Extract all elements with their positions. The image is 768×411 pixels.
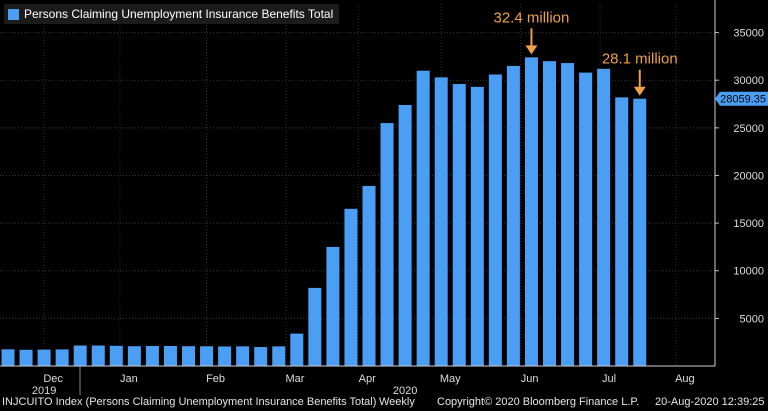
bar	[597, 68, 611, 367]
x-tick-label: Jun	[521, 373, 539, 385]
gridlines	[0, 4, 715, 366]
legend-swatch	[8, 8, 19, 20]
bar	[615, 97, 629, 366]
bar	[326, 246, 340, 366]
y-tick-label: 25000	[733, 123, 764, 135]
y-tick-label: 20000	[733, 170, 764, 182]
bar	[452, 84, 466, 366]
bar	[127, 346, 141, 366]
y-tick-label: 5000	[740, 313, 764, 325]
bar	[543, 61, 556, 366]
y-tick-label: 30000	[733, 75, 764, 87]
bar	[506, 65, 520, 366]
bar	[73, 345, 87, 366]
x-tick-label: Dec	[43, 373, 63, 385]
bar	[236, 346, 250, 366]
bar	[362, 185, 376, 366]
annotations: 32.4 million 28.1 million	[494, 9, 678, 96]
bar	[524, 57, 538, 366]
x-year-label: 2020	[393, 385, 417, 395]
bar	[218, 346, 232, 366]
bar	[182, 346, 195, 366]
y-tick-label: 35000	[733, 28, 764, 40]
bar	[633, 98, 647, 367]
bar	[109, 345, 123, 366]
footer-timestamp: 20-Aug-2020 12:39:25	[655, 396, 765, 408]
bar	[1, 349, 15, 366]
bar	[579, 72, 593, 366]
bar	[488, 74, 502, 366]
bar	[163, 345, 177, 366]
bar	[308, 287, 322, 366]
footer-index: INJCUITO Index (Persons Claiming Unemplo…	[2, 396, 377, 408]
axes: 5000 10000 15000 20000 25000 30000 35000 Dec Jan…	[0, 0, 768, 395]
footer-frequency: Weekly	[379, 396, 415, 408]
bar	[290, 333, 304, 366]
x-year-label: 2019	[32, 385, 56, 395]
annotation-label: 28.1 million	[602, 51, 678, 68]
bar	[91, 345, 105, 366]
bar	[380, 123, 394, 366]
bar	[55, 349, 69, 366]
annotation-label: 32.4 million	[494, 9, 570, 26]
bar	[145, 345, 159, 366]
bar	[434, 77, 448, 366]
chart: 5000 10000 15000 20000 25000 30000 35000 Dec Jan…	[0, 0, 768, 395]
annotation-arrowhead	[525, 45, 538, 55]
annotation-arrowhead	[633, 86, 646, 96]
legend-label: Persons Claiming Unemployment Insurance …	[24, 7, 334, 21]
legend: Persons Claiming Unemployment Insurance …	[4, 4, 340, 24]
y-tick-label: 15000	[733, 218, 764, 230]
bars	[1, 57, 647, 367]
last-value-marker	[715, 91, 768, 106]
bar	[254, 347, 268, 366]
x-tick-label: May	[440, 373, 461, 385]
footer-copyright: Copyright© 2020 Bloomberg Finance L.P.	[437, 396, 640, 408]
bar	[19, 349, 33, 366]
bar	[37, 349, 51, 366]
bar	[200, 346, 214, 366]
y-tick-label: 10000	[733, 266, 764, 278]
bar	[398, 104, 412, 367]
x-tick-label: Apr	[359, 373, 376, 385]
x-tick-label: Feb	[206, 373, 225, 385]
bar	[470, 86, 484, 367]
bar	[416, 70, 430, 367]
bar	[561, 63, 575, 366]
footer: INJCUITO Index (Persons Claiming Unemplo…	[0, 395, 768, 411]
x-tick-label: Jan	[120, 373, 138, 385]
bar	[272, 346, 286, 366]
last-value-label: 28059.35	[720, 94, 766, 106]
x-tick-label: Jul	[602, 373, 616, 385]
x-tick-label: Mar	[286, 373, 305, 385]
bar	[344, 208, 358, 366]
x-tick-label: Aug	[675, 373, 695, 385]
